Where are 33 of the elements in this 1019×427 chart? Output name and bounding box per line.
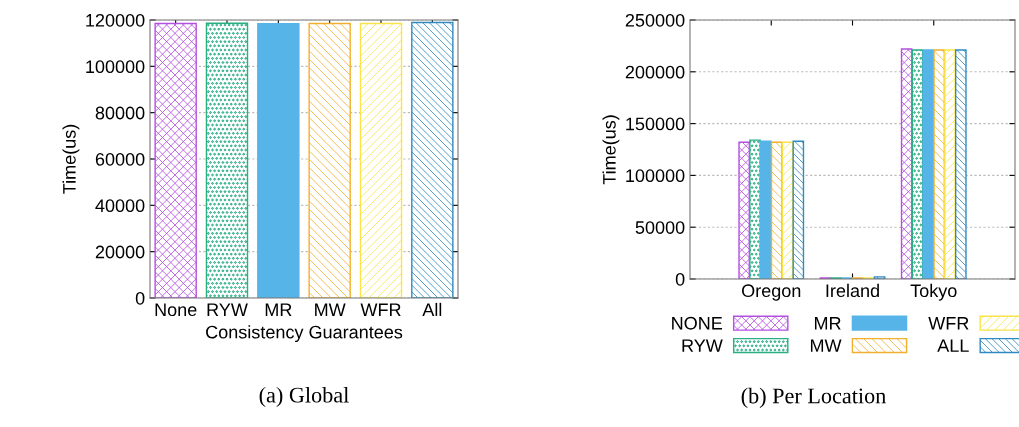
y-axis-title: Time(us) [602,115,620,185]
x-tick-label: MW [315,303,346,316]
x-tick-label: RYW [207,303,248,316]
y-tick-label: 0 [675,272,685,286]
y-tick-label: 60000 [95,152,145,166]
legend-label: NONE [672,316,723,330]
legend-label: ALL [937,339,969,352]
y-tick-label: 200000 [625,65,685,79]
y-tick-label: 20000 [95,245,145,259]
y-axis-title: Time(us) [62,124,80,194]
text: (a) Global [259,386,349,408]
y-tick-label: 100000 [86,60,145,74]
text: (b) Per Location [741,387,886,408]
y-tick-label: 250000 [625,13,685,27]
y-tick-label: 80000 [95,106,145,120]
x-tick-label: MR [265,303,292,316]
x-tick-label: All [422,302,442,316]
x-tick-label: Ireland [826,283,879,298]
x-axis-title: Consistency Guarantees [206,325,403,343]
x-tick-label: None [155,303,197,317]
legend-label: MW [810,339,842,352]
y-tick-label: 40000 [95,199,145,213]
y-tick-label: 150000 [626,117,685,131]
legend-label: WFR [928,317,969,330]
x-tick-label: WFR [360,303,401,316]
y-tick-label: 120000 [86,13,145,27]
y-tick-label: 50000 [635,221,685,234]
legend-label: MR [814,317,841,330]
x-tick-label: Oregon [742,284,801,301]
y-tick-label: 100000 [626,169,685,183]
y-tick-label: 0 [135,291,145,305]
x-tick-label: Tokyo [910,283,957,301]
legend-label: RYW [682,339,723,352]
